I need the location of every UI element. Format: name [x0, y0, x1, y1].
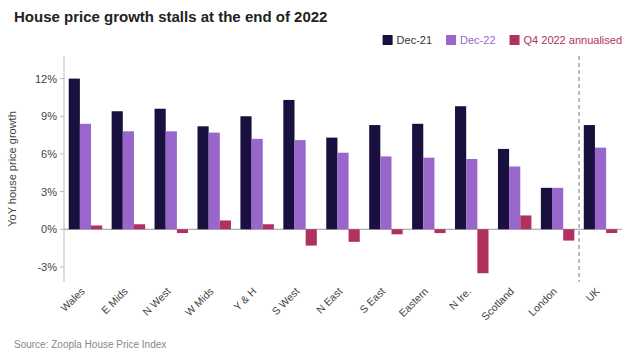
bar: [584, 125, 595, 229]
y-tick-label: 12%: [35, 73, 57, 85]
bar: [541, 188, 552, 229]
legend-label: Dec-21: [397, 34, 432, 46]
bar: [220, 220, 231, 229]
separator: [579, 56, 580, 282]
source: Source: Zoopla House Price Index: [14, 339, 166, 350]
bars: [69, 79, 618, 274]
x-tick-label: E Mids: [99, 285, 130, 316]
bar: [306, 229, 317, 245]
legend-swatch: [383, 35, 393, 45]
bar: [466, 159, 477, 229]
bar: [423, 158, 434, 230]
y-tick-label: 3%: [41, 186, 57, 198]
legend: Dec-21 Dec-22 Q4 2022 annualised: [383, 34, 622, 46]
bar: [434, 229, 445, 233]
legend-item: Dec-21: [383, 34, 432, 46]
x-tick-label: N East: [314, 285, 345, 316]
y-axis-line: [64, 56, 65, 282]
bar: [563, 229, 574, 240]
bar: [595, 148, 606, 230]
y-tick: [60, 191, 64, 192]
bar: [498, 149, 509, 229]
bar: [69, 79, 80, 230]
x-tick-label: Scotland: [479, 285, 516, 322]
bar: [112, 111, 123, 229]
bar: [326, 138, 337, 230]
legend-label: Q4 2022 annualised: [524, 34, 622, 46]
y-tick-label: -3%: [37, 261, 57, 273]
bar: [263, 224, 274, 229]
bar: [252, 139, 263, 229]
bar: [337, 153, 348, 230]
bar: [455, 106, 466, 229]
bar: [606, 229, 617, 233]
x-tick-label: S West: [269, 285, 301, 317]
chart: House price growth stalls at the end of …: [0, 0, 634, 354]
x-tick-label: Y & H: [231, 285, 259, 313]
bar: [91, 226, 102, 230]
bar: [134, 224, 145, 229]
x-tick-label: N Ire.: [447, 285, 474, 312]
x-tick-label: UK: [583, 285, 602, 304]
bar: [477, 229, 488, 273]
bar: [412, 124, 423, 229]
bar: [240, 116, 251, 229]
legend-item: Q4 2022 annualised: [510, 34, 622, 46]
y-tick: [60, 229, 64, 230]
title: House price growth stalls at the end of …: [14, 8, 327, 25]
legend-label: Dec-22: [460, 34, 495, 46]
bar: [392, 229, 403, 234]
y-tick-label: 6%: [41, 148, 57, 160]
bar: [509, 166, 520, 229]
y-tick: [60, 78, 64, 79]
legend-item: Dec-22: [446, 34, 495, 46]
bar: [283, 100, 294, 229]
bar: [369, 125, 380, 229]
y-tick-label: 0%: [41, 223, 57, 235]
bar: [209, 133, 220, 230]
x-tick-label: Eastern: [396, 285, 430, 319]
bar: [520, 215, 531, 229]
bar: [552, 188, 563, 229]
x-tick-label: S East: [357, 285, 387, 315]
y-tick: [60, 266, 64, 267]
bar: [197, 126, 208, 229]
bar: [349, 229, 360, 242]
legend-swatch: [446, 35, 456, 45]
legend-swatch: [510, 35, 520, 45]
x-tick-label: W Mids: [182, 285, 215, 318]
bar: [166, 131, 177, 229]
bar: [177, 229, 188, 233]
bar: [123, 131, 134, 229]
y-axis-label: YoY house price growth: [6, 111, 18, 227]
bar: [380, 156, 391, 229]
bar: [80, 124, 91, 229]
x-tick-label: London: [526, 285, 559, 318]
y-tick-label: 9%: [41, 110, 57, 122]
y-tick: [60, 153, 64, 154]
y-tick: [60, 116, 64, 117]
x-tick-label: Wales: [58, 285, 87, 314]
bar: [294, 140, 305, 229]
x-tick-label: N West: [140, 285, 173, 318]
bar: [155, 109, 166, 230]
